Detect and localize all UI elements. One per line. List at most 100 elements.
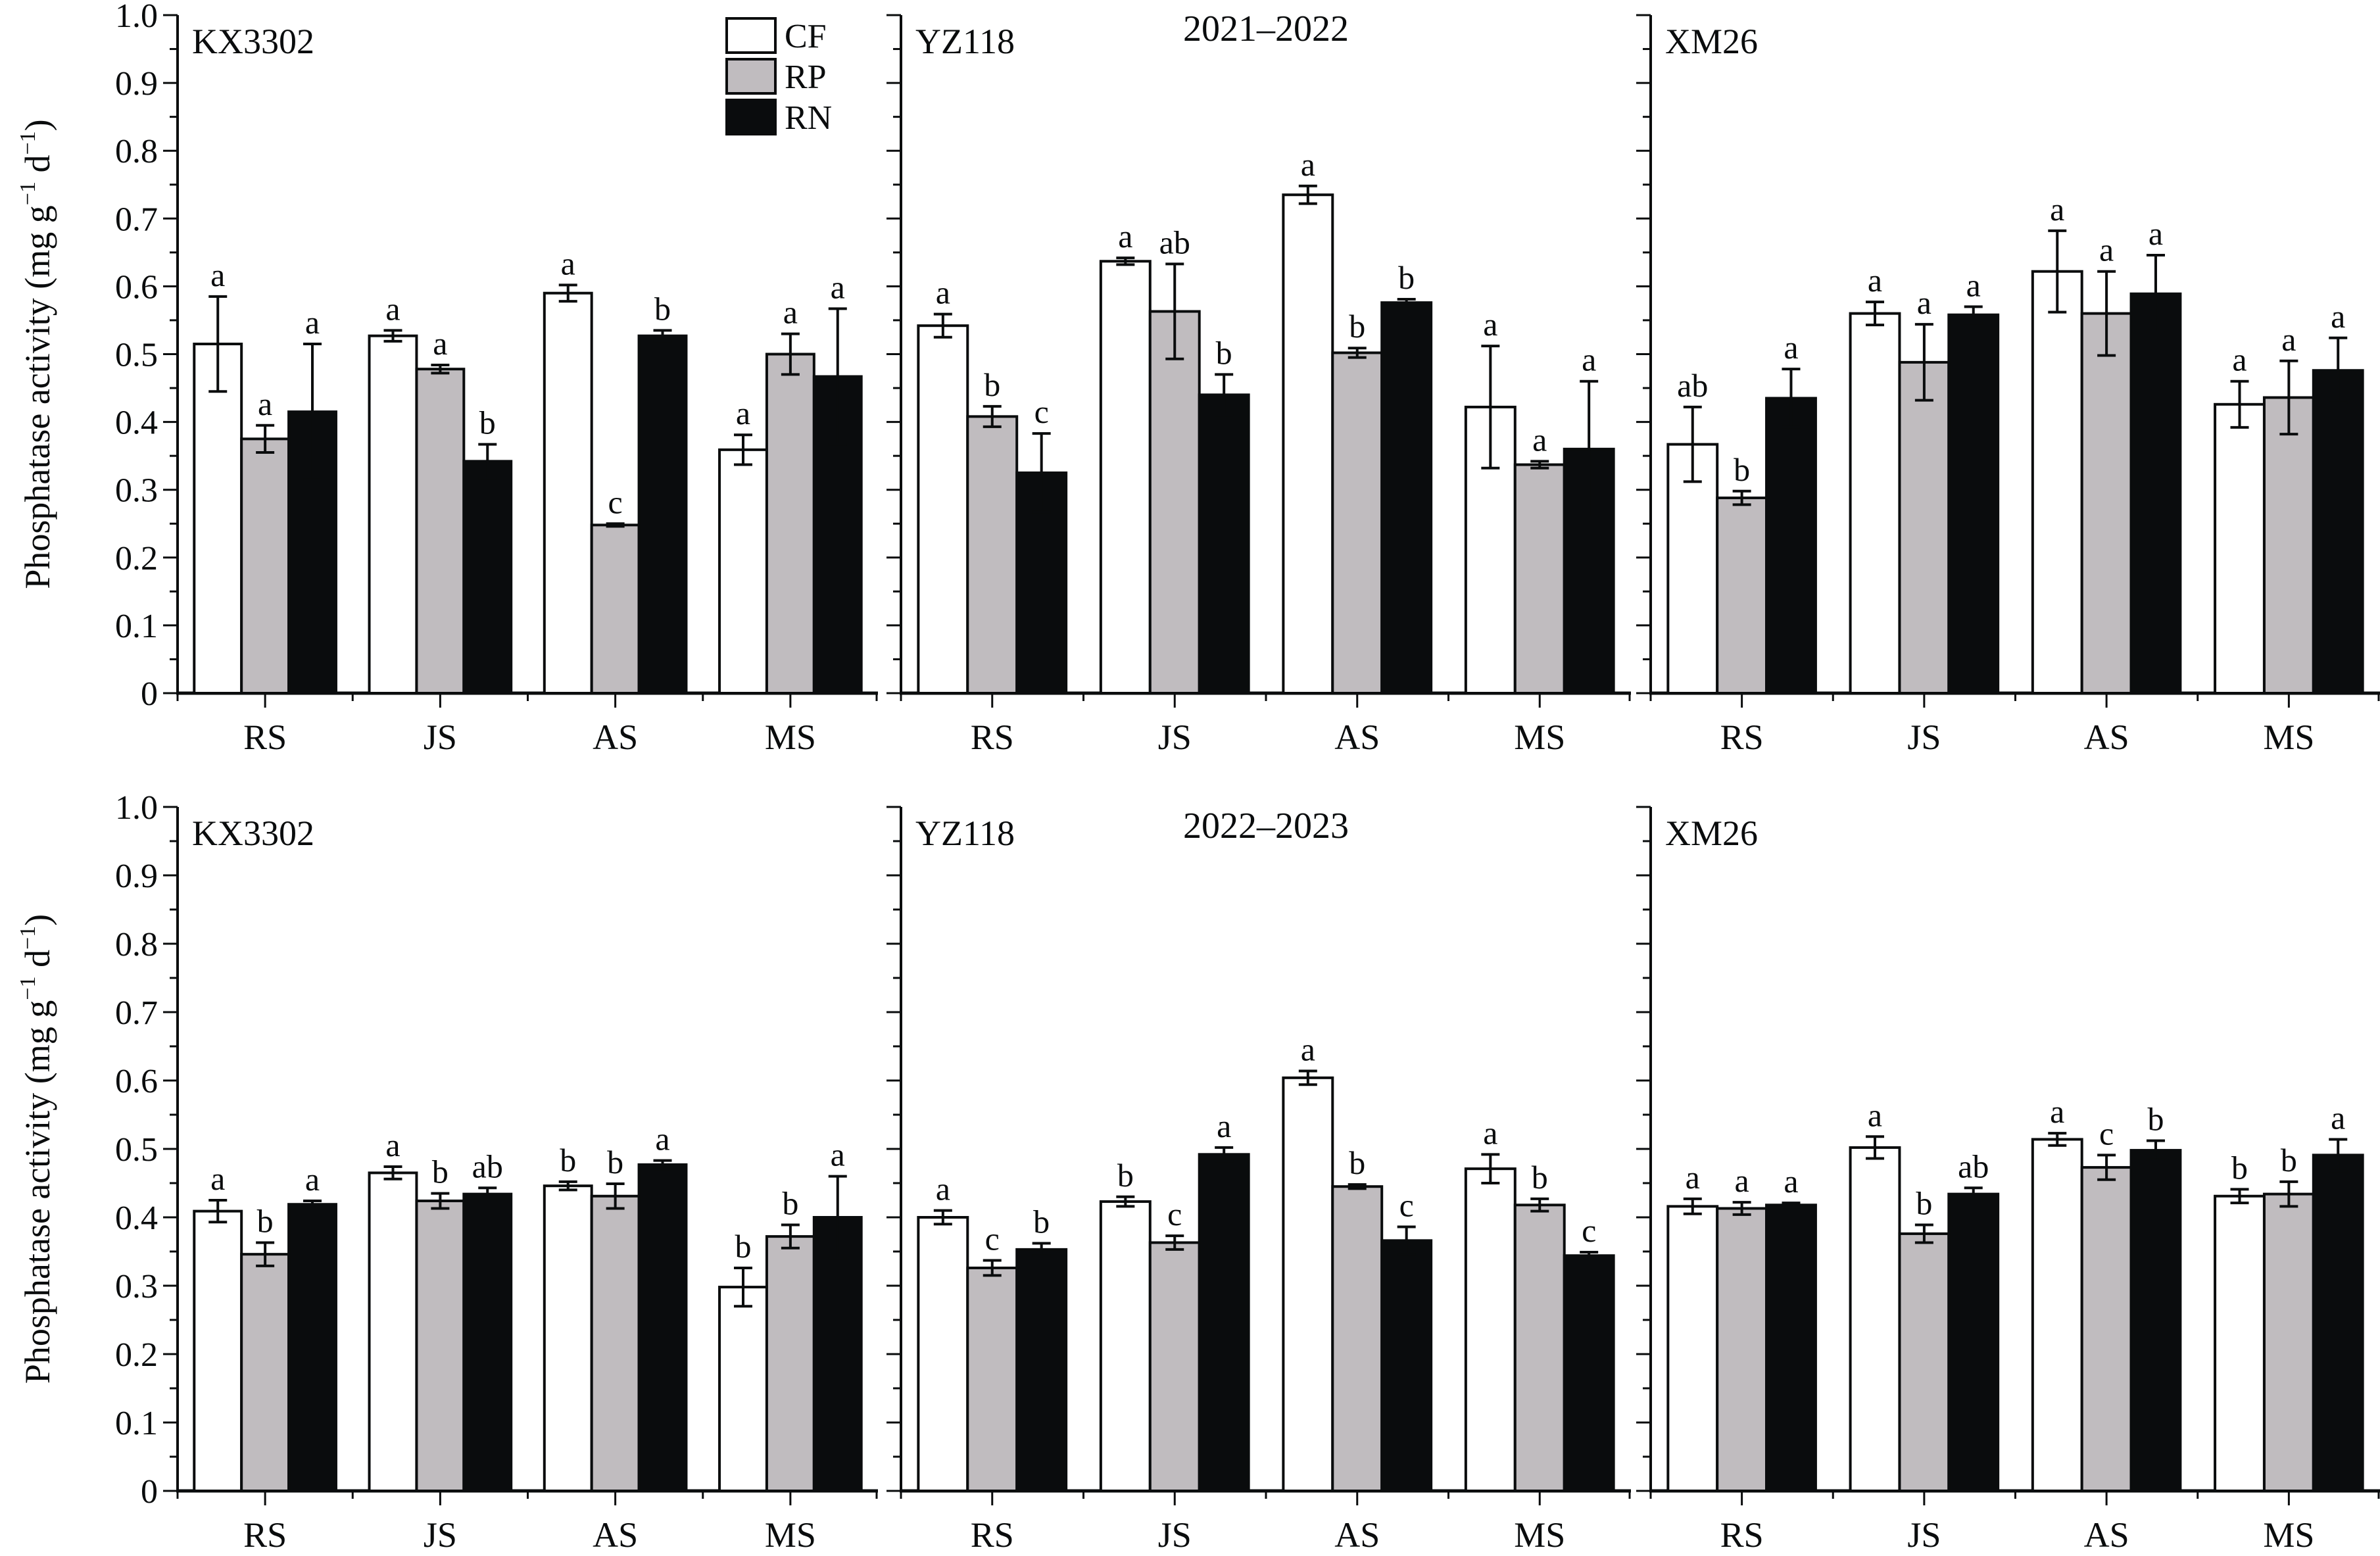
bar-cf-rs (1666, 1205, 1719, 1492)
error-bar-rn-ms (1580, 1251, 1599, 1261)
significance-letter: c (608, 483, 623, 520)
error-bar-cf-ms (733, 1266, 752, 1308)
y-tick-label: 0 (141, 1473, 158, 1511)
cultivar-label: YZ118 (915, 22, 1015, 61)
error-bar-rn-ms (2329, 1138, 2348, 1173)
significance-letter: a (305, 304, 320, 341)
bar-cf-js (1099, 260, 1152, 694)
y-axis-label-part: d (18, 950, 57, 977)
bar-cf-rs (193, 343, 243, 694)
x-tick-label-ms: MS (1514, 717, 1565, 757)
bar-rp-js (415, 1200, 466, 1493)
y-tick-label: 0.8 (115, 926, 158, 963)
y-tick-label: 0.4 (115, 404, 158, 442)
x-tick-label-as: AS (593, 717, 638, 757)
bar-cf-as (543, 1184, 593, 1493)
y-axis-label-part: −1 (16, 926, 40, 950)
bar-rn-as (2129, 1149, 2182, 1492)
y-axis-label-part: d (18, 155, 57, 182)
significance-letter: a (1483, 1114, 1497, 1151)
bar-cf-ms (2214, 402, 2266, 694)
bar-rp-js (415, 368, 466, 694)
error-bar-cf-js (1866, 301, 1885, 327)
row-title: 2021–2022 (1183, 9, 1349, 49)
significance-letter: a (1784, 1163, 1798, 1200)
bar-rn-rs (1015, 1248, 1068, 1492)
error-bar-rn-as (2146, 1139, 2165, 1161)
bar-rn-rs (1765, 1203, 1817, 1493)
bar-cf-rs (917, 324, 969, 694)
cultivar-label: XM26 (1665, 22, 1758, 61)
x-tick-label-js: JS (424, 1515, 457, 1555)
bar-rp-as (1331, 351, 1384, 694)
significance-letter: a (210, 256, 225, 293)
significance-letter: b (1734, 451, 1750, 488)
significance-letter: a (1301, 1031, 1315, 1067)
x-tick-label-js: JS (1907, 1515, 1941, 1555)
significance-letter: b (257, 1202, 274, 1239)
error-bar-rp-js (1165, 1234, 1184, 1251)
y-axis-label-part: ) (18, 914, 57, 926)
significance-letter: b (1398, 259, 1415, 296)
significance-letter: a (1483, 306, 1497, 343)
significance-letter: a (2050, 1093, 2064, 1130)
bar-rp-as (590, 523, 641, 695)
significance-letter: a (385, 290, 400, 327)
error-bar-rp-as (2097, 270, 2116, 357)
y-tick-label: 1.0 (115, 789, 158, 827)
cultivar-label: YZ118 (915, 814, 1015, 853)
error-bar-cf-rs (933, 1209, 952, 1226)
bar-rp-as (1331, 1185, 1384, 1492)
significance-letter: b (654, 290, 671, 327)
significance-letter: b (1349, 1144, 1365, 1181)
error-bar-cf-js (1116, 256, 1135, 266)
error-bar-rp-rs (256, 1241, 275, 1267)
bar-rn-as (637, 1163, 688, 1493)
significance-letter: b (1532, 1159, 1548, 1196)
error-bar-rn-as (653, 1159, 672, 1171)
bar-rp-as (590, 1194, 641, 1492)
bar-cf-ms (1464, 1167, 1517, 1493)
bar-cf-js (1849, 312, 1901, 694)
bar-cf-js (1849, 1146, 1901, 1493)
error-bar-rn-js (1215, 1146, 1234, 1163)
error-bar-rp-rs (1732, 1201, 1751, 1216)
y-tick-label: 0.3 (115, 472, 158, 510)
significance-letter: a (2331, 298, 2345, 335)
significance-letter: a (831, 1136, 845, 1173)
bar-rp-js (1898, 1232, 1951, 1492)
y-tick-label: 0.2 (115, 540, 158, 577)
error-bar-rp-rs (983, 404, 1002, 428)
x-tick-label-rs: RS (1720, 717, 1764, 757)
error-bar-cf-js (383, 1165, 402, 1180)
error-bar-rp-rs (983, 1259, 1002, 1277)
error-bar-rn-rs (1032, 432, 1051, 514)
error-bar-cf-rs (1683, 405, 1702, 483)
bar-rn-js (1947, 1192, 2000, 1492)
significance-letter: a (831, 268, 845, 305)
legend-item-rn: RN (725, 99, 832, 137)
significance-letter: a (1118, 218, 1132, 255)
bar-cf-js (368, 1171, 418, 1493)
error-bar-rn-as (1397, 1225, 1416, 1256)
error-bar-cf-rs (208, 1199, 228, 1224)
x-tick-label-rs: RS (1720, 1515, 1764, 1555)
bar-rp-rs (1716, 1207, 1768, 1492)
significance-letter: c (1399, 1187, 1414, 1224)
bar-rn-rs (1015, 471, 1068, 694)
x-tick-label-as: AS (2084, 717, 2129, 757)
bar-rp-ms (1513, 1203, 1566, 1493)
y-tick-label: 0.3 (115, 1268, 158, 1305)
significance-letter: b (1916, 1184, 1932, 1221)
bar-rn-ms (812, 1216, 863, 1492)
significance-letter: b (2281, 1142, 2297, 1179)
bar-rp-rs (240, 1253, 291, 1493)
y-tick-label: 0.1 (115, 1405, 158, 1442)
significance-letter: a (2099, 231, 2114, 268)
bar-rn-as (2129, 292, 2182, 694)
significance-letter: a (1735, 1162, 1749, 1199)
error-bar-rp-as (606, 522, 625, 528)
y-tick-label: 0.8 (115, 133, 158, 170)
